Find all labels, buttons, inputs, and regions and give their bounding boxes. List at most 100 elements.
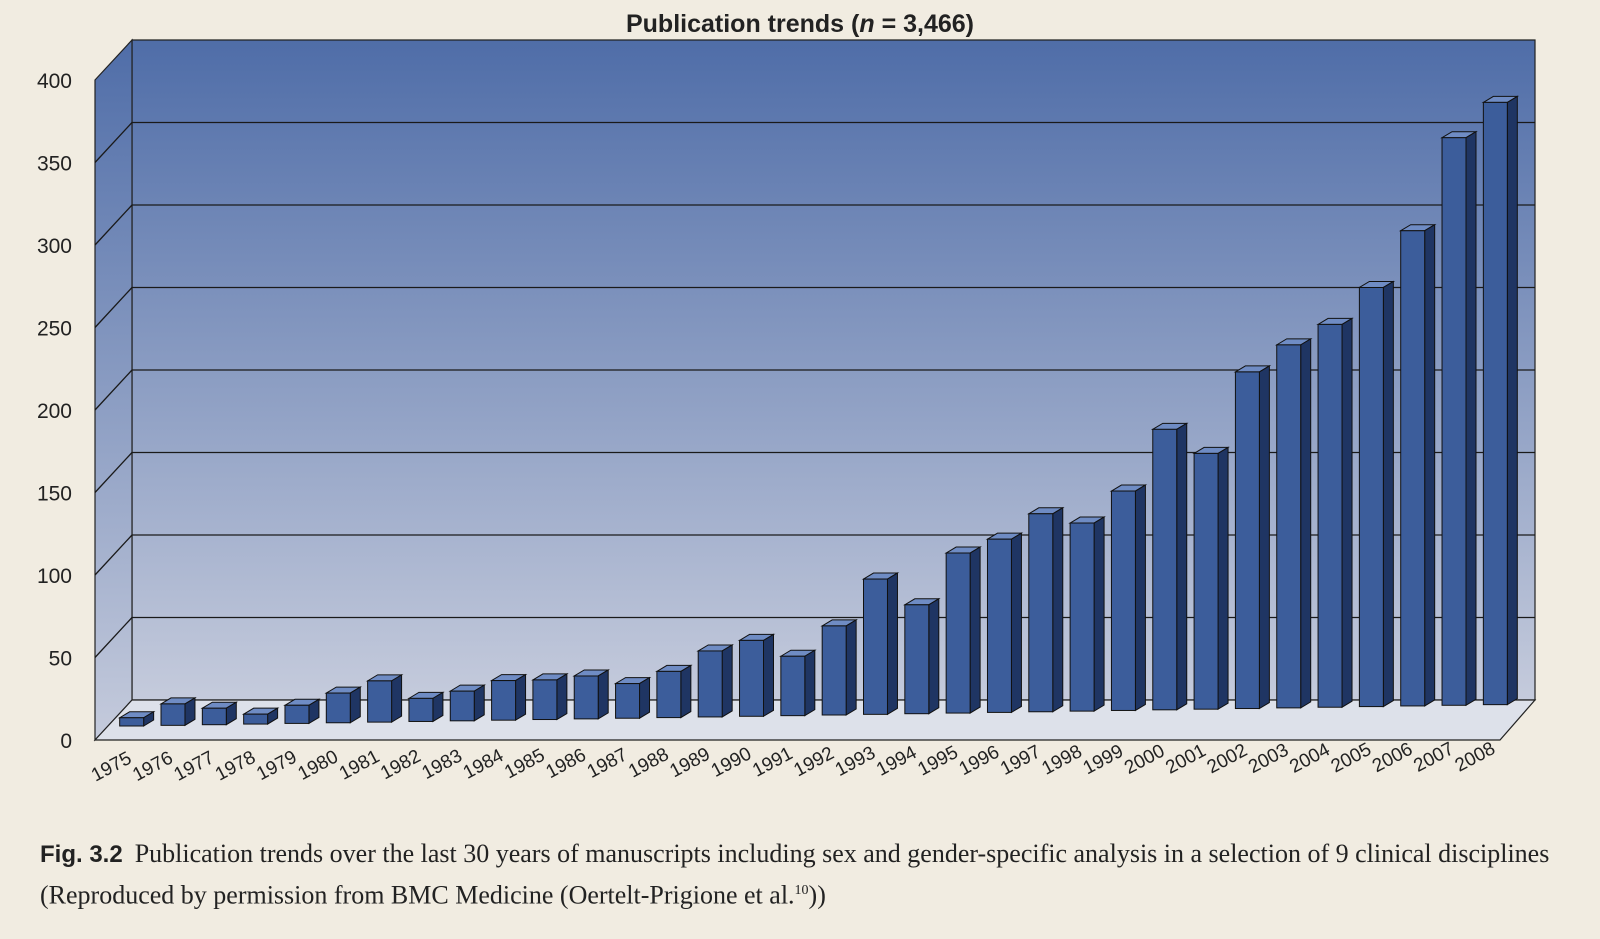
bar xyxy=(779,649,817,717)
bar-front xyxy=(367,680,393,723)
bar xyxy=(861,572,900,716)
x-tick-label: 2008 xyxy=(1452,738,1499,776)
y-tick-label: 100 xyxy=(37,565,72,588)
bar-side xyxy=(804,649,816,717)
bar-side xyxy=(762,633,774,718)
caption-ref: 10 xyxy=(794,883,809,898)
bar-front xyxy=(615,683,641,719)
bar xyxy=(283,698,321,725)
bar-front xyxy=(160,703,186,726)
y-tick-label: 150 xyxy=(37,483,72,506)
bar-front xyxy=(573,675,599,720)
bar-front xyxy=(119,717,145,727)
bar-front xyxy=(243,713,269,725)
bar-front xyxy=(1152,428,1178,711)
gridline-side xyxy=(94,287,133,328)
y-tick-label: 0 xyxy=(60,730,72,753)
bar-front xyxy=(821,625,847,716)
bar-side xyxy=(1093,516,1105,713)
bar-side xyxy=(1052,506,1064,713)
bar-front xyxy=(1276,344,1302,709)
bar xyxy=(117,710,156,727)
bar-front xyxy=(945,552,971,714)
bar-front xyxy=(1317,323,1343,708)
gridline-side xyxy=(94,122,133,163)
bar xyxy=(1109,484,1148,712)
bar xyxy=(737,633,776,718)
bar-front xyxy=(532,679,558,721)
bar xyxy=(1068,516,1106,713)
bar-side xyxy=(1134,484,1146,712)
bar-front xyxy=(201,707,227,726)
y-tick-label: 200 xyxy=(37,400,72,423)
bar-side xyxy=(928,597,940,715)
bar-front xyxy=(1110,490,1136,711)
bar xyxy=(241,707,280,725)
gridline-side xyxy=(94,617,133,658)
y-tick-label: 300 xyxy=(37,235,72,258)
bar-front xyxy=(1400,230,1426,707)
bar xyxy=(1481,95,1520,706)
bar-front xyxy=(863,578,888,715)
bar xyxy=(1398,223,1437,707)
gridline-side xyxy=(94,204,133,246)
gridline-side xyxy=(94,452,133,493)
y-tick-label: 50 xyxy=(49,648,72,671)
bar-front xyxy=(1441,137,1467,706)
bar-side xyxy=(1258,365,1270,710)
bar-front xyxy=(1193,452,1219,710)
bar-side xyxy=(1341,317,1353,709)
bar-side xyxy=(473,684,485,722)
bar xyxy=(572,669,611,720)
bar xyxy=(324,686,363,724)
chart-title: Publication trends (n = 3,466) xyxy=(625,10,975,38)
bar-side xyxy=(886,572,898,716)
bar xyxy=(820,619,858,716)
bar xyxy=(1233,365,1272,710)
y-tick-label: 350 xyxy=(37,153,72,176)
bar-side xyxy=(515,673,527,722)
bar-front xyxy=(1234,371,1260,710)
y-tick-label: 250 xyxy=(37,318,72,341)
bar-chart-3d: 0501001502002503003504001975197619771978… xyxy=(37,38,1537,786)
bar-front xyxy=(491,680,517,721)
bar-side xyxy=(1010,532,1022,714)
bar xyxy=(1192,446,1230,711)
bar-side xyxy=(391,673,403,724)
bar xyxy=(407,691,445,723)
bar xyxy=(448,684,487,722)
bar-side xyxy=(1465,130,1477,707)
bar-front xyxy=(1028,513,1054,713)
figure-number: Fig. 3.2 xyxy=(40,841,123,868)
bar-front xyxy=(325,692,351,724)
bar-front xyxy=(284,704,310,724)
bar-side xyxy=(349,686,361,724)
bar-side xyxy=(1300,337,1312,709)
bar-side xyxy=(1506,95,1518,706)
bar-front xyxy=(1358,286,1384,708)
bar xyxy=(1150,422,1189,711)
bar-front xyxy=(1482,101,1508,706)
caption-text-end: )) xyxy=(808,880,826,910)
bar xyxy=(1316,317,1354,709)
bar xyxy=(985,532,1024,714)
bar xyxy=(159,697,197,727)
bar-side xyxy=(680,664,692,719)
bar xyxy=(1357,280,1396,708)
figure-caption: Fig. 3.2 Publication trends over the last… xyxy=(40,836,1580,914)
y-tick-label: 400 xyxy=(37,70,72,93)
bar xyxy=(655,664,693,719)
bar xyxy=(1026,506,1065,713)
bar-side xyxy=(969,546,981,714)
bar-side xyxy=(639,676,651,720)
bar-front xyxy=(656,670,682,719)
bar-front xyxy=(986,538,1012,713)
bar-side xyxy=(721,644,733,718)
bar-side xyxy=(1217,446,1229,711)
bar xyxy=(531,673,569,721)
bar-front xyxy=(739,639,764,717)
bar-side xyxy=(556,673,568,721)
bar-front xyxy=(408,697,434,722)
bar-side xyxy=(845,619,857,716)
